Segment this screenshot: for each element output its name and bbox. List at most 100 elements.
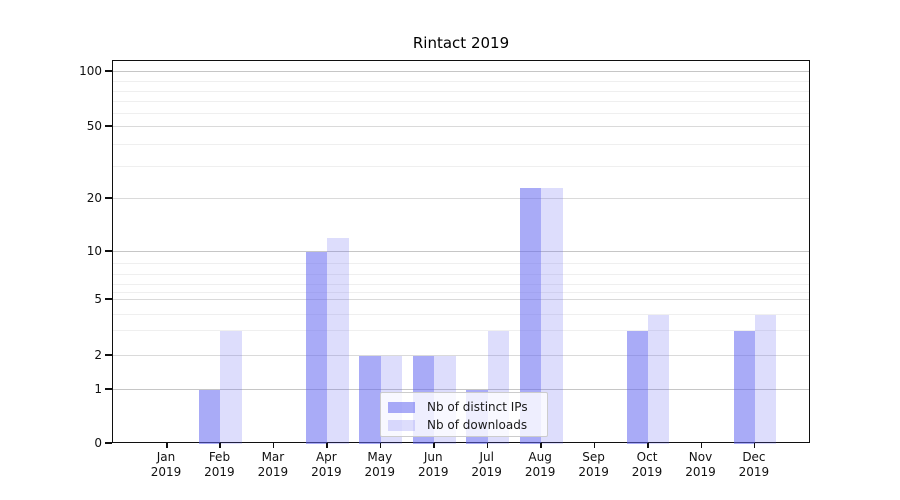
x-tick-mark [166,443,168,448]
gridline [113,330,809,331]
x-tick-mark [540,443,542,448]
x-tick-mark [700,443,702,448]
gridline [113,198,809,199]
x-tick-label: Dec 2019 [724,450,784,480]
bar [541,187,563,444]
y-tick-mark [105,70,112,72]
x-tick-label: Jun 2019 [403,450,463,480]
x-tick-label-line: May [367,450,393,464]
y-tick-label: 1 [94,382,102,396]
x-tick-label-line: 2019 [204,465,235,479]
x-tick-label: Nov 2019 [671,450,731,480]
bar [648,314,670,444]
y-tick-mark [105,250,112,252]
x-tick-label-line: Aug [528,450,552,464]
x-tick-label: Apr 2019 [296,450,356,480]
bar [199,390,221,444]
x-tick-label-line: 2019 [631,465,663,479]
y-tick-mark [105,388,112,390]
x-tick-mark [486,443,489,448]
legend-label-downloads: Nb of downloads [427,418,528,432]
y-tick-label: 5 [94,292,102,306]
x-tick-label: Mar 2019 [243,450,303,480]
x-tick-label-line: Dec [742,450,766,464]
gridline [113,144,809,145]
x-tick-label: Oct 2019 [617,450,677,480]
y-tick-label: 20 [86,191,102,205]
x-tick-mark [647,443,649,448]
gridline [113,263,809,264]
x-tick-label-line: Apr [315,450,337,464]
x-tick-mark [593,443,596,448]
x-tick-label: Feb 2019 [189,450,249,480]
x-tick-label-line: Jun [423,450,443,464]
y-tick-label: 2 [94,348,102,362]
x-tick-label: Jul 2019 [457,450,517,480]
x-tick-mark [219,443,221,448]
x-tick-label-line: Jan [156,450,176,464]
legend-swatch-downloads [388,419,415,431]
plot-area: Nb of distinct IPs Nb of downloads [112,60,810,444]
gridline [113,299,809,300]
legend-item-distinct-ips: Nb of distinct IPs [388,398,540,416]
gridline [113,101,809,102]
bar [626,331,649,444]
x-tick-label-line: 2019 [524,465,556,479]
y-tick-label: 50 [86,119,102,133]
gridline [113,292,809,293]
x-tick-label-line: 2019 [311,465,342,479]
gridline [113,251,809,252]
gridline [113,71,809,72]
gridline [113,389,809,390]
bar [754,314,777,444]
x-tick-mark [379,443,382,448]
legend: Nb of distinct IPs Nb of downloads [380,392,548,437]
x-tick-label-line: 2019 [578,465,609,479]
x-tick-label-line: Mar [261,450,285,464]
x-tick-label: May 2019 [350,450,410,480]
y-tick-mark [105,298,112,300]
x-tick-label: Sep 2019 [564,450,624,480]
legend-label-distinct-ips: Nb of distinct IPs [427,400,528,414]
x-tick-label-line: Nov [688,450,713,464]
gridline [113,81,809,82]
bar [305,252,328,444]
y-tick-mark [105,354,112,356]
bar [359,356,381,444]
x-tick-mark [272,443,275,448]
x-tick-mark [326,443,328,448]
x-tick-label-line: Oct [636,450,658,464]
legend-item-downloads: Nb of downloads [388,416,540,434]
gridline [113,274,809,275]
gridline [113,313,809,315]
x-tick-mark [753,443,756,448]
bar [519,187,542,444]
legend-swatch-distinct-ips [388,401,415,413]
x-tick-label-line: 2019 [417,465,449,479]
gridline [113,166,809,167]
y-tick-mark [105,197,112,199]
x-tick-label-line: 2019 [471,465,502,479]
y-tick-label: 10 [86,244,102,258]
y-tick-mark [105,125,112,127]
gridline [113,355,809,356]
y-tick-mark [105,442,112,444]
bar [733,331,755,444]
gridline [113,112,809,114]
y-tick-label: 100 [79,64,102,78]
gridline [113,126,809,127]
x-tick-label-line: 2019 [738,465,770,479]
x-tick-label-line: 2019 [150,465,182,479]
chart-title: Rintact 2019 [412,34,510,52]
x-tick-label: Jan 2019 [136,450,196,480]
x-tick-label-line: Jul [479,450,494,464]
gridline [113,284,809,285]
x-tick-label-line: Feb [208,450,231,464]
gridline [113,90,809,92]
bar [327,238,349,444]
x-tick-label: Aug 2019 [510,450,570,480]
x-tick-mark [433,443,435,448]
x-tick-label-line: Sep [582,450,605,464]
x-tick-label-line: 2019 [257,465,289,479]
